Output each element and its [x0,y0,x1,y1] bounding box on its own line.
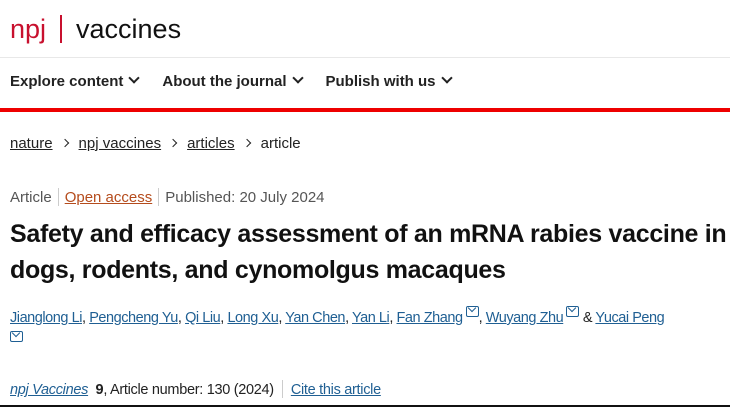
logo-divider [60,15,63,43]
chevron-right-icon [168,138,178,148]
journal-link[interactable]: npj Vaccines [10,382,89,398]
author-link[interactable]: Qi Liu [185,310,221,326]
journal-logo[interactable]: npj vaccines [10,12,181,46]
separator: , [478,310,483,326]
chevron-down-icon [291,72,304,84]
brand-npj: npj [10,14,47,44]
chevron-down-icon [128,72,141,84]
separator: , [345,310,349,326]
author-link[interactable]: Long Xu [227,310,279,326]
nav-label: About the journal [162,73,287,90]
email-icon[interactable] [10,331,23,342]
nav-label: Publish with us [325,73,436,90]
author-link[interactable]: Yucai Peng [595,310,665,326]
header-divider [0,57,730,58]
published-date: Published: 20 July 2024 [165,189,325,206]
separator: , [177,310,182,326]
bottom-border [0,405,730,407]
article-title: Safety and efficacy assessment of an mRN… [10,220,727,284]
divider [57,188,59,206]
citation: npj Vaccines 9, Article number: 130 (202… [10,380,381,398]
nav-publish[interactable]: Publish with us [325,72,453,90]
nav-label: Explore content [10,73,124,90]
author-link[interactable]: Fan Zhang [396,310,464,326]
chevron-right-icon [242,138,251,148]
divider [158,188,160,206]
article-type: Article [10,189,52,206]
email-icon[interactable] [465,306,479,317]
author-link[interactable]: Yan Li [351,310,390,326]
breadcrumb-npj-vaccines[interactable]: npj vaccines [78,135,162,152]
article-number: , Article number: 130 (2024) [103,382,274,398]
chevron-right-icon [60,138,69,148]
volume: 9 [95,382,104,398]
separator: , [220,310,224,326]
author-link[interactable]: Pengcheng Yu [89,310,178,326]
article-meta: Article Open access Published: 20 July 202… [10,188,325,206]
breadcrumb-current: article [260,135,301,152]
chevron-down-icon [440,72,453,84]
open-access-link[interactable]: Open access [64,189,153,206]
author-list: Jianglong Li, Pengcheng Yu, Qi Liu, Long… [10,306,730,356]
journal-name: vaccines [76,14,182,44]
separator: & [582,310,593,326]
nav-red-bar [0,108,730,112]
divider [281,380,283,398]
separator: , [389,310,393,326]
nav-about-journal[interactable]: About the journal [162,72,304,90]
author-link[interactable]: Yan Chen [285,310,346,326]
breadcrumb: nature npj vaccines articles article [10,135,301,152]
author-link[interactable]: Wuyang Zhu [485,310,564,326]
email-icon[interactable] [566,306,580,317]
breadcrumb-nature[interactable]: nature [10,135,53,152]
author-link[interactable]: Jianglong Li [10,310,82,326]
cite-this-article-link[interactable]: Cite this article [290,382,381,398]
nav-explore-content[interactable]: Explore content [10,72,141,90]
separator: , [82,310,86,326]
main-nav: Explore content About the journal Publis… [10,72,453,90]
breadcrumb-articles[interactable]: articles [187,135,235,152]
separator: , [278,310,282,326]
